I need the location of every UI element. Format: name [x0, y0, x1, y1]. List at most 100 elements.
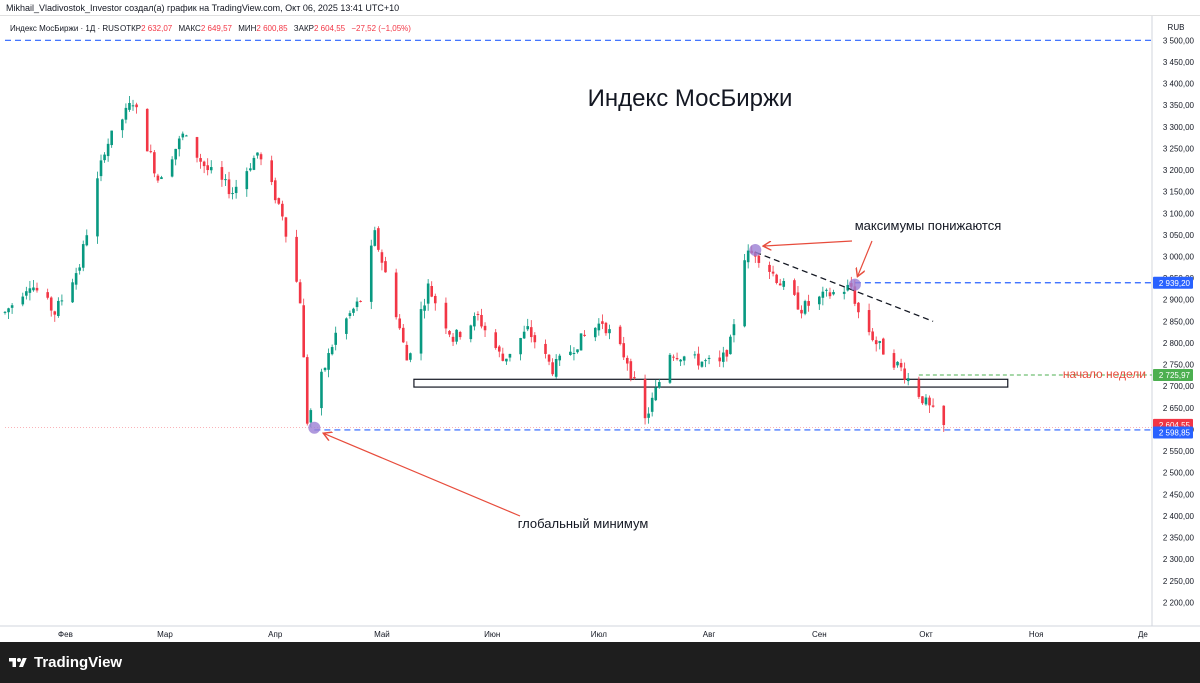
candle — [394, 268, 398, 320]
candle-body — [928, 397, 931, 406]
candle-body — [721, 352, 725, 362]
candle — [121, 118, 124, 138]
candle — [409, 352, 412, 363]
candle — [693, 351, 697, 359]
legend-ohlc: ОТКР2 632,07 МАКС2 649,57 МИН2 600,85 ЗА… — [120, 24, 411, 33]
candle-body — [426, 283, 430, 304]
candle-body — [729, 336, 732, 355]
candle — [572, 347, 576, 361]
candle — [928, 395, 931, 414]
candle — [458, 330, 462, 340]
candle-body — [177, 138, 181, 150]
candle — [320, 368, 323, 416]
candle — [675, 352, 679, 361]
candle-body — [679, 359, 682, 362]
legend-high-label: МАКС — [178, 24, 201, 33]
candle-body — [625, 357, 629, 364]
candle — [554, 354, 558, 379]
candle — [842, 286, 846, 300]
extremum-marker — [308, 421, 321, 434]
candle — [583, 330, 586, 337]
candle — [633, 371, 636, 380]
candle — [181, 131, 185, 141]
candle-body — [21, 296, 25, 305]
candle-body — [377, 228, 380, 250]
candle-body — [931, 405, 935, 407]
price-chart[interactable]: Индекс МосБиржи · 1Д · RUS ОТКР2 632,07 … — [0, 16, 1200, 642]
x-tick-label: Де — [1138, 630, 1148, 639]
candle — [882, 337, 885, 355]
candle-body — [569, 351, 572, 355]
arrow-global-min — [324, 434, 521, 517]
candle — [657, 379, 661, 389]
candle-body — [181, 133, 185, 138]
candle-body — [906, 378, 910, 382]
candle-body — [825, 289, 828, 291]
candle — [227, 171, 231, 199]
candle-body — [220, 167, 224, 180]
chart-area[interactable]: Индекс МосБиржи · 1Д · RUS ОТКР2 632,07 … — [0, 16, 1200, 642]
resistance-price-label-bg — [1153, 276, 1193, 289]
candle-body — [106, 143, 110, 157]
y-tick-label: 2 450,00 — [1163, 490, 1195, 499]
candle-body — [899, 362, 903, 368]
candle — [469, 324, 473, 343]
candle-body — [348, 313, 352, 316]
candle — [576, 349, 579, 354]
candle — [604, 321, 608, 336]
candle-body — [618, 326, 622, 345]
candle-body — [327, 353, 330, 370]
candle — [419, 301, 423, 361]
y-tick-label: 2 400,00 — [1163, 512, 1195, 521]
candle-body — [654, 387, 658, 401]
candle-body — [533, 335, 537, 343]
candle-body — [508, 353, 512, 358]
candle — [135, 102, 138, 114]
candle-body — [803, 301, 807, 314]
candle-body — [896, 361, 899, 366]
candle — [273, 177, 277, 204]
candle-body — [96, 178, 99, 237]
candle — [195, 136, 199, 163]
y-tick-label: 3 350,00 — [1163, 101, 1195, 110]
candle — [401, 324, 405, 344]
y-tick-label: 2 900,00 — [1163, 296, 1195, 305]
candle — [729, 334, 732, 355]
x-tick-label: Сен — [812, 630, 827, 639]
y-tick-label: 3 050,00 — [1163, 231, 1195, 240]
candle-body — [128, 102, 131, 110]
candle — [771, 265, 775, 277]
price-axis[interactable]: 2 200,00 2 250,00 2 300,00 2 350,00 2 400,00… — [1163, 36, 1195, 607]
candle-body — [778, 283, 782, 286]
candle-body — [81, 244, 85, 268]
candle-body — [345, 318, 348, 334]
candle — [846, 279, 850, 292]
candle — [501, 347, 505, 362]
candle — [544, 339, 547, 359]
candle-body — [60, 300, 64, 302]
candle — [924, 394, 928, 406]
time-axis[interactable]: Фев Мар Апр Май Июн Июл Авг Сен Окт Ноя Де — [58, 630, 1148, 639]
candle — [878, 340, 882, 350]
candle — [32, 280, 35, 292]
candle — [505, 358, 508, 365]
tradingview-logo[interactable]: TradingView — [8, 654, 122, 671]
candle-body — [273, 180, 277, 201]
candle — [377, 226, 380, 252]
candle — [281, 200, 284, 221]
candle — [707, 355, 711, 365]
candle-body — [878, 341, 882, 343]
candle-body — [227, 179, 231, 195]
candle-body — [320, 371, 323, 409]
candle — [700, 361, 704, 368]
y-tick-label: 2 800,00 — [1163, 339, 1195, 348]
candle — [21, 292, 25, 307]
candle — [3, 311, 7, 315]
candle-body — [281, 203, 284, 217]
candle-body — [800, 309, 803, 314]
candle-body — [505, 358, 508, 362]
candle — [803, 299, 807, 316]
candle-body — [867, 310, 871, 333]
candle-body — [633, 377, 636, 379]
candle-body — [451, 336, 455, 342]
